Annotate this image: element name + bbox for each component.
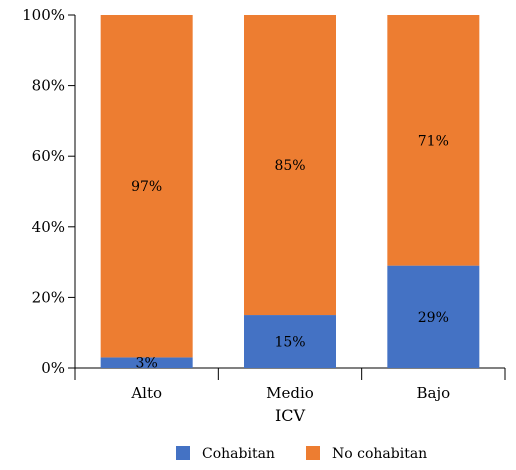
bar-cohabitan (100, 357, 193, 368)
y-tick-label: 40% (32, 218, 65, 236)
data-label: 15% (274, 335, 305, 351)
legend-swatch (176, 446, 190, 460)
data-label: 71% (418, 133, 449, 149)
bar-cohabitan (244, 315, 336, 368)
y-tick-label: 0% (41, 359, 65, 377)
bar-no-cohabitan (100, 15, 193, 358)
bar-no-cohabitan (244, 15, 336, 316)
y-tick-label: 80% (32, 77, 65, 95)
data-label: 97% (131, 179, 162, 195)
data-labels: 3% 97% 15% 85% 29% 71% (131, 133, 449, 371)
x-tick-label: Medio (266, 384, 314, 402)
data-label: 3% (136, 356, 158, 372)
y-tick-label: 100% (22, 6, 65, 24)
legend-swatch (306, 446, 320, 460)
legend: Cohabitan No cohabitan (176, 446, 427, 462)
data-label: 29% (418, 310, 449, 326)
legend-label: No cohabitan (332, 446, 427, 462)
y-tick-label: 20% (32, 288, 65, 306)
y-tick-label: 60% (32, 147, 65, 165)
bars (100, 15, 480, 368)
x-axis-title: ICV (275, 406, 306, 425)
bar-no-cohabitan (387, 15, 480, 266)
legend-label: Cohabitan (202, 446, 275, 462)
x-tick-label: Bajo (417, 384, 451, 402)
y-axis: 0% 20% 40% 60% 80% 100% (22, 6, 76, 377)
x-tick-label: Alto (130, 384, 162, 402)
data-label: 85% (274, 158, 305, 174)
x-axis: Alto Medio Bajo (74, 367, 506, 402)
bar-cohabitan (387, 265, 480, 368)
